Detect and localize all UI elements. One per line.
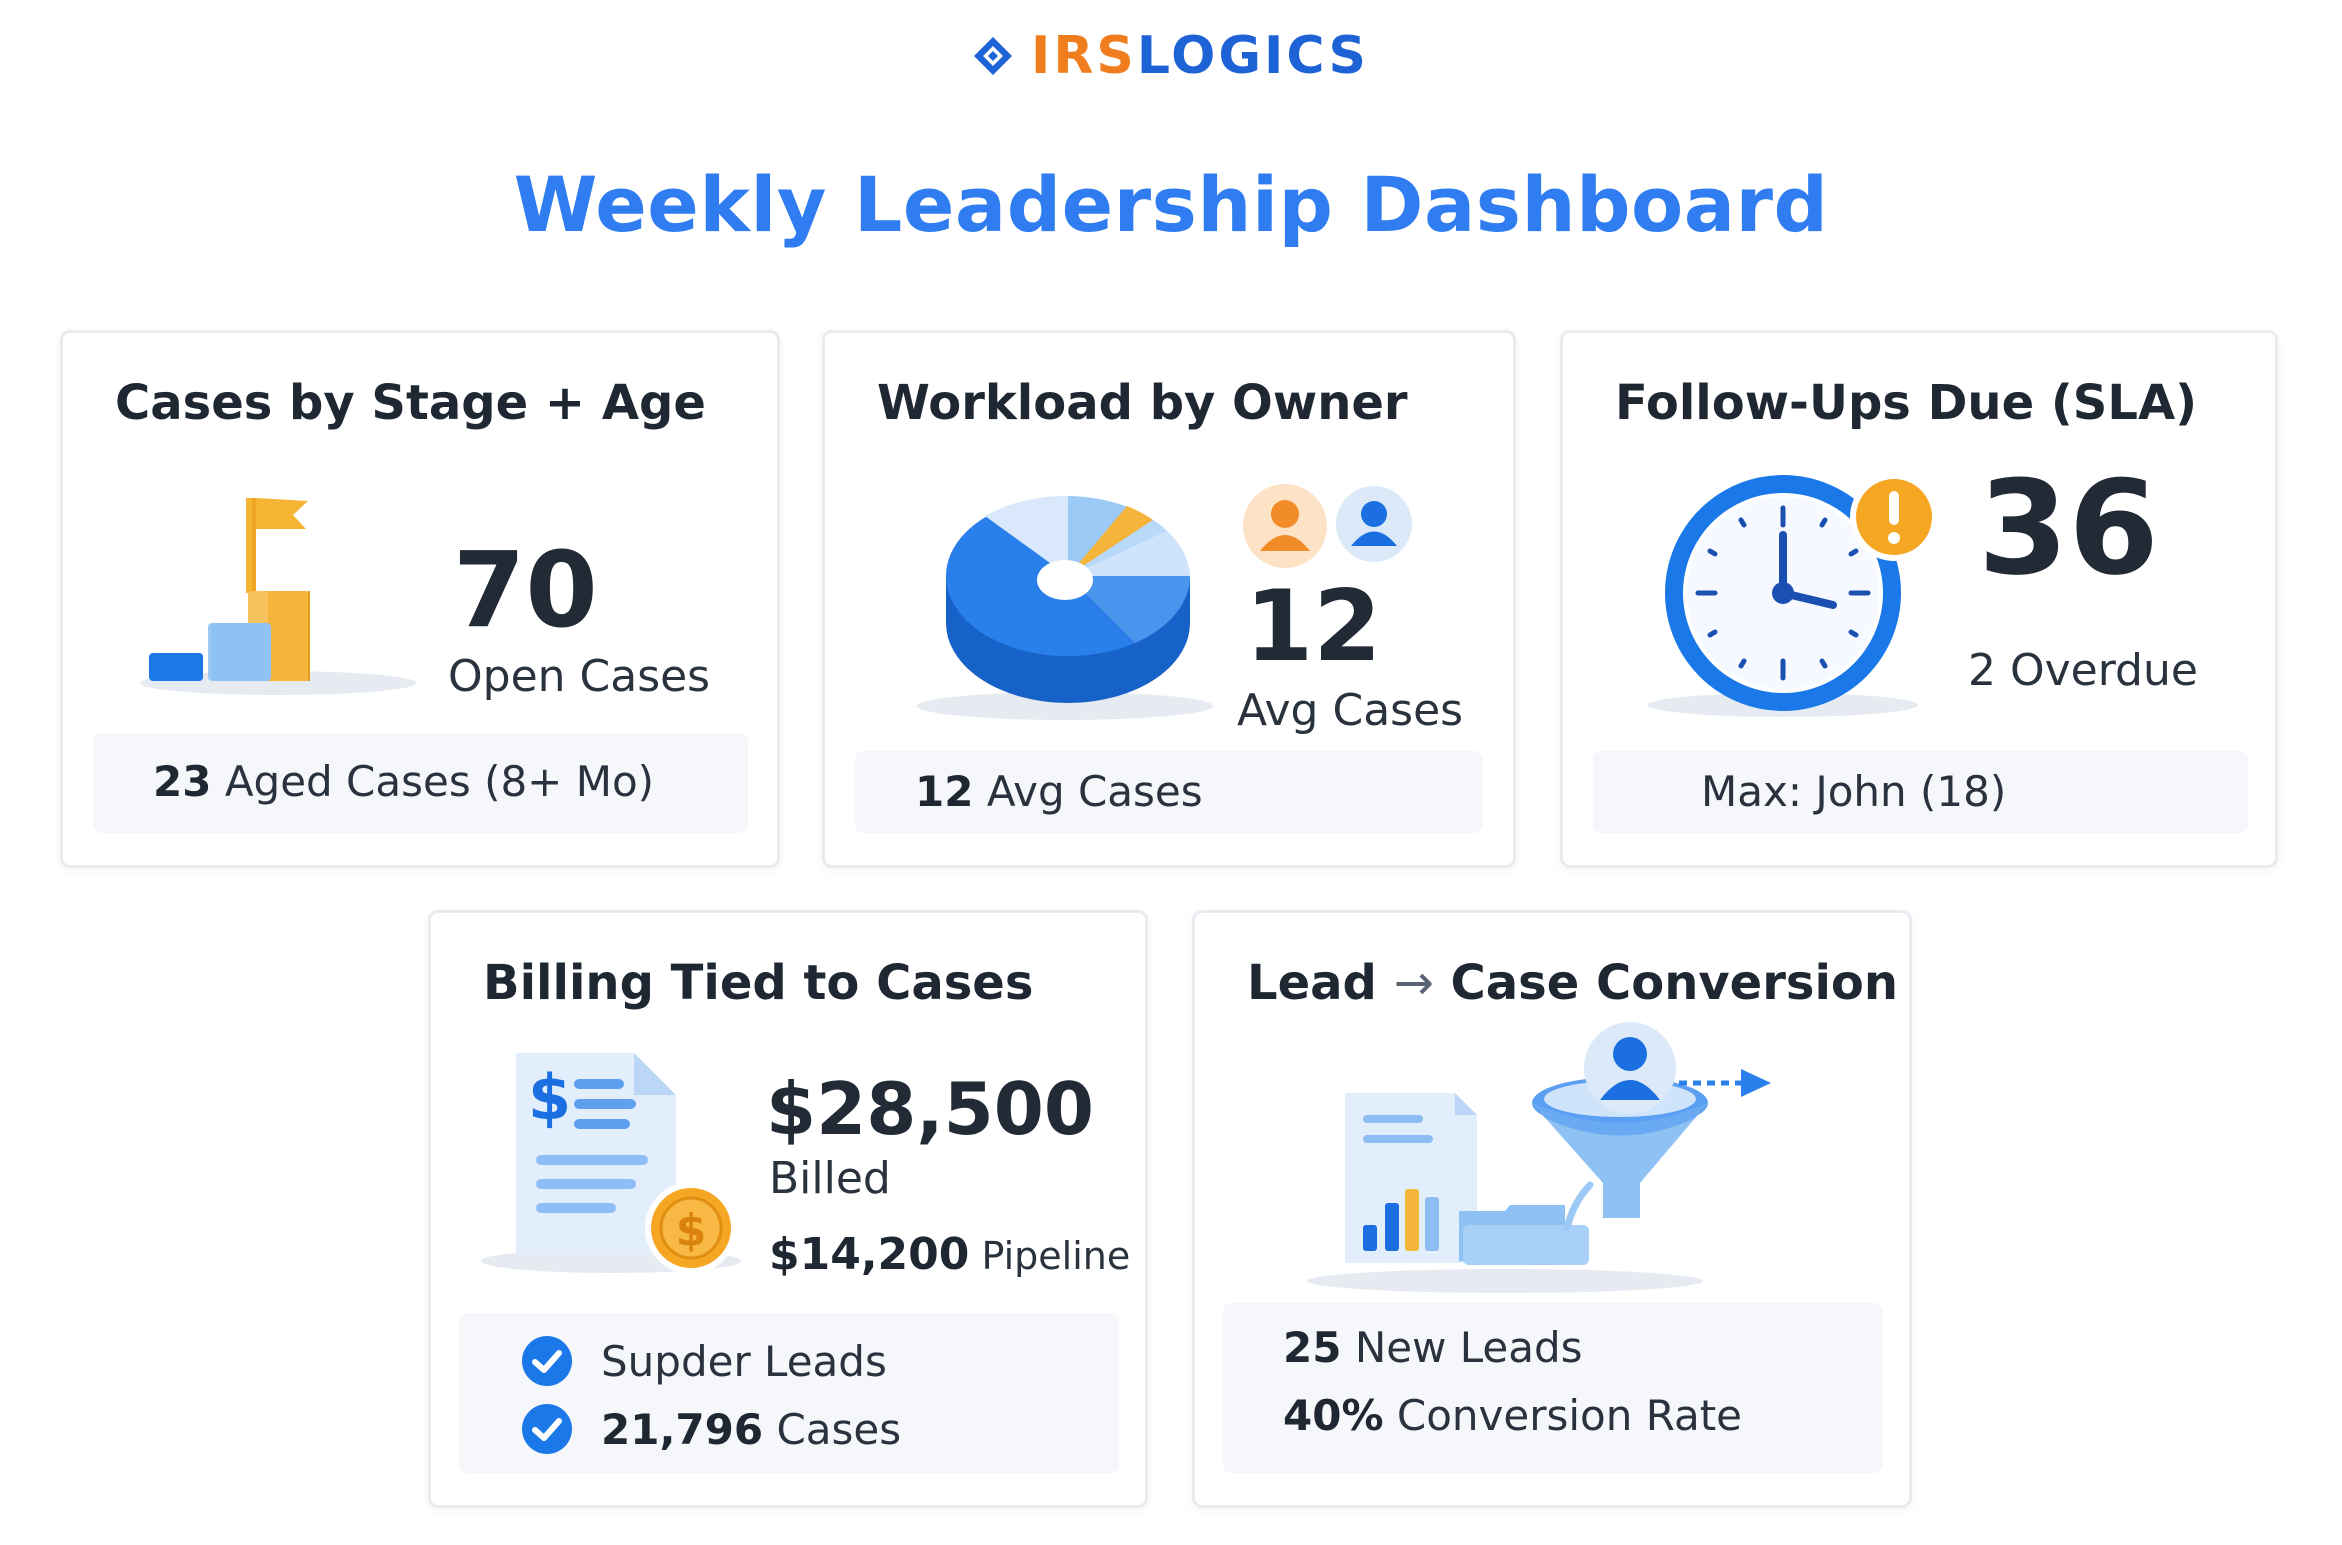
max-owner-line: Max: John (18) (1701, 767, 2007, 816)
clock-icon (1648, 475, 1918, 717)
pipeline-line: $14,200 Pipeline (769, 1229, 1130, 1280)
card-workload-by-owner[interactable]: Workload by Owner 12 Avg Cases 12 Avg Ca… (822, 330, 1516, 868)
card-follow-ups-due[interactable]: Follow-Ups Due (SLA) 36 2 Overdue (1560, 330, 2278, 868)
avg-cases-line: 12 Avg Cases (915, 767, 1203, 816)
card-billing[interactable]: Billing Tied to Cases $ $ $28,500 Billed… (428, 910, 1148, 1508)
user-avatar-orange-icon (1243, 484, 1327, 568)
bar-chart-flag-icon-back-bar (149, 623, 271, 681)
check-circle-icon (522, 1404, 572, 1454)
card-footer: 23 Aged Cases (8+ Mo) (93, 733, 748, 833)
new-leads-value: 25 (1283, 1323, 1342, 1372)
user-avatar-icon (1584, 1022, 1676, 1114)
card-footer: 12 Avg Cases (855, 751, 1483, 833)
follow-ups-value: 36 (1978, 452, 2159, 604)
page-title: Weekly Leadership Dashboard (513, 160, 1829, 249)
avg-cases-footer-value: 12 (915, 767, 974, 816)
avg-cases-label: Avg Cases (1237, 685, 1464, 736)
card-lead-conversion[interactable]: Lead → Case Conversion 25 New Leads 40% … (1192, 910, 1912, 1508)
conversion-rate-value: 40% (1283, 1391, 1384, 1440)
checklist-label: Cases (776, 1404, 902, 1454)
brand-logo: IRSLOGICS (0, 30, 2342, 82)
card-title: Billing Tied to Cases (483, 955, 1034, 1011)
conversion-rate-line: 40% Conversion Rate (1283, 1391, 1742, 1440)
brand-name-irs: IRS (1031, 26, 1137, 86)
arrow-right-icon (1679, 1069, 1771, 1097)
checklist-label: Supder Leads (601, 1336, 887, 1386)
card-title: Follow-Ups Due (SLA) (1615, 375, 2198, 431)
svg-text:$: $ (676, 1205, 707, 1256)
billed-label: Billed (769, 1153, 891, 1204)
aged-cases-label: Aged Cases (8+ Mo) (224, 757, 655, 806)
card-cases-by-stage[interactable]: Cases by Stage + Age 70 Open Cases 23 Ag… (60, 330, 780, 868)
checklist-item: 21,796 Cases (521, 1401, 901, 1457)
aged-cases-value: 23 (153, 757, 212, 806)
new-leads-label: New Leads (1354, 1323, 1583, 1372)
diamond-logo-icon (973, 36, 1013, 76)
checklist-item: Supder Leads (521, 1333, 887, 1389)
arrow-right-icon: → (1393, 955, 1434, 1011)
new-leads-line: 25 New Leads (1283, 1323, 1583, 1372)
svg-text:$: $ (528, 1061, 571, 1134)
title-lead: Lead (1247, 955, 1377, 1011)
coin-icon: $ (645, 1182, 737, 1274)
brand-name: IRSLOGICS (1031, 30, 1369, 82)
check-circle-icon (522, 1336, 572, 1386)
brand-name-logics: LOGICS (1136, 26, 1369, 86)
alert-icon (1850, 473, 1938, 561)
overdue-label: 2 Overdue (1968, 645, 2198, 696)
title-case-conversion: Case Conversion (1450, 955, 1899, 1011)
card-footer: Max: John (18) (1593, 751, 2248, 833)
open-cases-label: Open Cases (448, 651, 711, 702)
card-title: Lead → Case Conversion (1247, 955, 1898, 1011)
aged-cases-line: 23 Aged Cases (8+ Mo) (153, 757, 654, 806)
conversion-rate-label: Conversion Rate (1396, 1391, 1743, 1440)
card-title: Workload by Owner (877, 375, 1408, 431)
card-footer: 25 New Leads 40% Conversion Rate (1223, 1303, 1883, 1473)
card-title: Cases by Stage + Age (115, 375, 706, 431)
open-cases-value: 70 (453, 529, 598, 651)
card-footer: Supder Leads 21,796 Cases (459, 1313, 1119, 1473)
billed-value: $28,500 (766, 1067, 1094, 1151)
avg-cases-value: 12 (1245, 570, 1382, 684)
avg-cases-footer-label: Avg Cases (986, 767, 1203, 816)
pie-chart-icon (917, 495, 1213, 720)
report-chart-icon (1307, 1093, 1703, 1293)
pipeline-label: Pipeline (981, 1234, 1131, 1278)
pipeline-value: $14,200 (769, 1229, 970, 1280)
checklist-value: 21,796 (601, 1404, 764, 1454)
user-avatar-blue-icon (1336, 486, 1412, 562)
